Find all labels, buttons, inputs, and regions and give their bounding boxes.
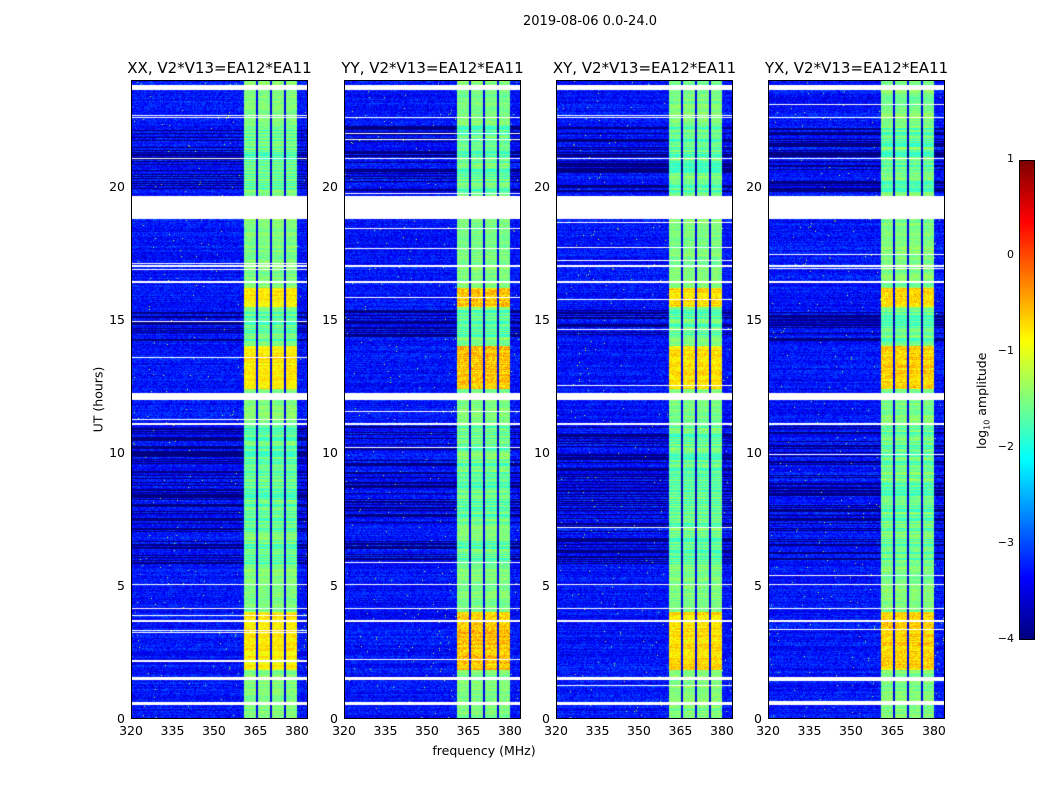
- y-axis-label: UT (hours): [90, 366, 106, 433]
- y-tick-label: 15: [322, 311, 338, 327]
- colorbar: [1019, 160, 1035, 640]
- y-tick-label: 5: [542, 577, 550, 593]
- waterfall-panel: [768, 80, 945, 719]
- waterfall-image: [345, 81, 520, 718]
- colorbar-tick-label: −4: [997, 632, 1014, 645]
- y-tick-label: 20: [746, 178, 762, 194]
- colorbar-tick-label: 0: [1007, 248, 1014, 261]
- y-tick-label: 10: [109, 444, 125, 460]
- x-axis-label: frequency (MHz): [432, 743, 536, 758]
- x-tick-label: 380: [498, 723, 522, 738]
- x-tick-label: 335: [373, 723, 398, 738]
- x-tick-label: 335: [585, 723, 610, 738]
- x-tick-label: 365: [243, 723, 268, 738]
- x-tick-label: 380: [922, 723, 946, 738]
- y-tick-label: 20: [534, 178, 550, 194]
- x-tick-label: 365: [456, 723, 481, 738]
- x-tick-label: 320: [544, 723, 568, 738]
- y-tick-label: 0: [754, 711, 762, 726]
- x-tick-label: 350: [627, 723, 651, 738]
- y-tick-label: 5: [754, 577, 762, 593]
- figure-title: 2019-08-06 0.0-24.0: [523, 14, 657, 29]
- x-tick-label: 320: [119, 723, 143, 738]
- y-tick-label: 0: [542, 711, 550, 726]
- y-tick-label: 5: [330, 577, 338, 593]
- x-tick-label: 320: [756, 723, 780, 738]
- colorbar-tick-label: −1: [997, 344, 1014, 357]
- colorbar-tick-label: 1: [1007, 152, 1014, 165]
- waterfall-image: [557, 81, 732, 718]
- x-tick-label: 320: [332, 723, 356, 738]
- x-tick-label: 365: [668, 723, 693, 738]
- y-tick-label: 15: [746, 311, 762, 327]
- y-tick-label: 5: [117, 577, 125, 593]
- y-tick-label: 10: [746, 444, 762, 460]
- y-tick-label: 10: [534, 444, 550, 460]
- waterfall-panel: [556, 80, 733, 719]
- y-tick-label: 15: [534, 311, 550, 327]
- x-tick-label: 335: [797, 723, 822, 738]
- x-tick-label: 350: [415, 723, 439, 738]
- x-tick-label: 380: [285, 723, 309, 738]
- waterfall-panel: [344, 80, 521, 719]
- y-tick-label: 15: [109, 311, 125, 327]
- y-tick-label: 20: [322, 178, 338, 194]
- colorbar-tick-label: −3: [997, 536, 1014, 549]
- x-tick-label: 335: [160, 723, 185, 738]
- panel-title: XX, V2*V13=EA12*EA11: [127, 59, 312, 77]
- y-tick-label: 10: [322, 444, 338, 460]
- colorbar-tick-label: −2: [997, 440, 1014, 453]
- panel-title: YY, V2*V13=EA12*EA11: [341, 59, 524, 77]
- panel-title: XY, V2*V13=EA12*EA11: [552, 59, 737, 77]
- x-tick-label: 365: [880, 723, 905, 738]
- waterfall-image: [769, 81, 944, 718]
- y-tick-label: 0: [117, 711, 125, 726]
- panel-title: YX, V2*V13=EA12*EA11: [764, 59, 949, 77]
- y-tick-label: 20: [109, 178, 125, 194]
- waterfall-panel: [131, 80, 308, 719]
- x-tick-label: 380: [710, 723, 734, 738]
- x-tick-label: 350: [202, 723, 226, 738]
- y-tick-label: 0: [330, 711, 338, 726]
- x-tick-label: 350: [839, 723, 863, 738]
- waterfall-image: [132, 81, 307, 718]
